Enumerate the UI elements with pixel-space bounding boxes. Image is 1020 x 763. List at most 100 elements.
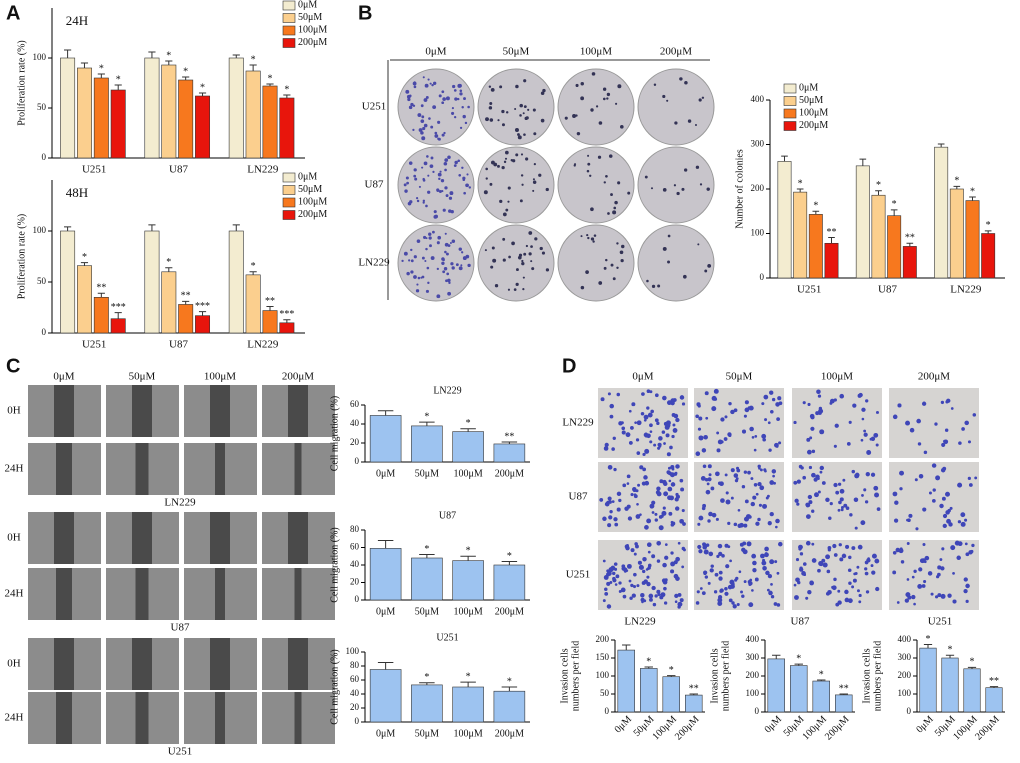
invading-cell xyxy=(821,481,826,485)
y-tick-label: 50 xyxy=(37,276,47,286)
colony-dish xyxy=(477,146,555,224)
colony xyxy=(431,83,434,87)
invading-cell xyxy=(751,436,755,439)
invading-cell xyxy=(825,554,831,560)
wound-gap xyxy=(135,443,149,495)
error-bar xyxy=(812,210,820,215)
invading-cell xyxy=(834,423,839,428)
colony xyxy=(590,207,594,212)
colony xyxy=(457,159,460,162)
x-tick-label: 200μM xyxy=(973,714,1002,743)
invading-cell xyxy=(764,418,768,422)
invading-cell xyxy=(708,511,713,517)
invading-cell xyxy=(818,408,824,414)
colony xyxy=(518,253,523,257)
colony xyxy=(405,176,409,180)
colony xyxy=(451,266,455,270)
invading-cell xyxy=(599,498,604,502)
colony xyxy=(683,168,688,172)
x-tick-label: 200μM xyxy=(495,728,524,739)
significance: * xyxy=(166,50,171,61)
colony xyxy=(427,78,430,81)
invading-cell xyxy=(958,441,962,445)
wound-gap xyxy=(210,512,230,564)
invading-cell xyxy=(673,413,679,419)
wound-gap xyxy=(135,568,149,620)
legend-label: 0μM xyxy=(298,0,317,10)
colony xyxy=(430,256,435,260)
significance: * xyxy=(970,186,975,197)
invading-cell xyxy=(853,497,859,503)
error-bar xyxy=(232,224,240,231)
invading-cell xyxy=(837,508,841,512)
colony xyxy=(424,259,427,263)
invading-cell xyxy=(715,471,720,477)
invading-cell xyxy=(670,569,675,574)
colony xyxy=(437,235,442,240)
colony xyxy=(444,168,447,172)
invading-cell xyxy=(899,487,903,491)
colony xyxy=(580,81,584,86)
invading-cell xyxy=(965,583,970,589)
invading-cell xyxy=(637,560,642,565)
colony xyxy=(530,260,533,263)
invading-cell xyxy=(699,587,703,590)
invading-cell xyxy=(937,593,942,598)
invading-cell xyxy=(737,523,742,528)
invading-cell xyxy=(666,470,671,475)
error-bar xyxy=(772,654,781,659)
significance: * xyxy=(268,73,273,84)
colony xyxy=(644,175,648,179)
colony xyxy=(427,190,431,194)
invading-cell xyxy=(675,417,680,423)
invading-cell xyxy=(608,515,613,520)
invading-cell xyxy=(952,599,957,604)
invading-cell xyxy=(799,552,804,556)
invading-cell xyxy=(805,596,809,600)
invading-cell xyxy=(738,570,742,574)
invading-cell xyxy=(743,470,748,474)
invading-cell xyxy=(873,485,879,491)
error-bar xyxy=(875,190,882,196)
significance: * xyxy=(646,656,651,667)
significance: * xyxy=(116,74,121,85)
invading-cell xyxy=(761,560,767,566)
invading-cell xyxy=(675,492,679,497)
invading-cell xyxy=(774,442,779,448)
invading-cell xyxy=(944,428,949,432)
significance: * xyxy=(251,54,256,65)
colony xyxy=(440,178,445,183)
y-tick-label: 400 xyxy=(751,94,765,104)
invading-cell xyxy=(698,549,703,554)
invading-cell xyxy=(656,486,661,491)
time-label: 0H xyxy=(7,658,21,670)
invading-cell xyxy=(609,509,613,514)
y-tick-label: 200 xyxy=(751,183,765,193)
wound-gap xyxy=(294,692,302,744)
invading-cell xyxy=(714,572,719,577)
invading-cell xyxy=(844,597,850,603)
invading-cell xyxy=(942,523,947,529)
y-tick-label: 20 xyxy=(350,437,360,447)
invading-cell xyxy=(734,479,739,483)
colony xyxy=(458,173,462,177)
invading-cell xyxy=(675,464,680,469)
invading-cell xyxy=(923,579,927,584)
y-axis-label: numbers per field xyxy=(872,641,883,712)
colony xyxy=(532,178,535,181)
y-axis-label: Invasion cells xyxy=(861,648,872,703)
invading-cell xyxy=(864,567,868,571)
bar xyxy=(60,57,76,159)
colony xyxy=(403,183,407,187)
bar xyxy=(871,194,886,279)
error-bar xyxy=(501,441,518,444)
bar xyxy=(262,85,278,159)
invading-cell xyxy=(639,513,642,516)
colony xyxy=(499,199,503,203)
invading-cell xyxy=(720,498,725,503)
invading-cell xyxy=(704,391,709,396)
colony xyxy=(432,170,435,173)
colony xyxy=(527,108,530,111)
invading-cell xyxy=(748,602,754,608)
invading-cell xyxy=(841,553,847,559)
